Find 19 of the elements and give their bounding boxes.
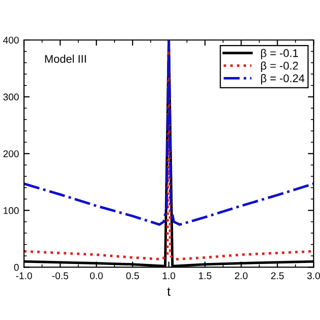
x-tick-label: 2.0 xyxy=(234,272,248,280)
x-tick-label: 2.5 xyxy=(271,272,284,280)
x-tick-label: 0.5 xyxy=(126,272,139,280)
annotation: Model III xyxy=(45,54,86,63)
x-axis-title: t xyxy=(167,288,170,296)
legend-label: β = -0.1 xyxy=(261,48,298,60)
y-tick-label: 300 xyxy=(3,94,19,100)
y-tick-label: 200 xyxy=(3,150,19,158)
y-tick-label: 100 xyxy=(4,207,19,214)
legend-label: β = -0.2 xyxy=(261,61,298,72)
x-tick-label: 1.5 xyxy=(198,272,212,280)
x-tick-label: 0.0 xyxy=(90,272,103,280)
x-tick-label: 1.0 xyxy=(162,272,176,280)
y-tick-label: 0 xyxy=(14,264,19,271)
y-tick-label: 400 xyxy=(3,36,19,44)
legend-label: β = -0.24 xyxy=(261,74,304,84)
x-tick-label: 3.0 xyxy=(307,272,320,280)
x-tick-label: -1.0 xyxy=(16,272,32,280)
x-tick-label: -0.5 xyxy=(52,272,68,280)
